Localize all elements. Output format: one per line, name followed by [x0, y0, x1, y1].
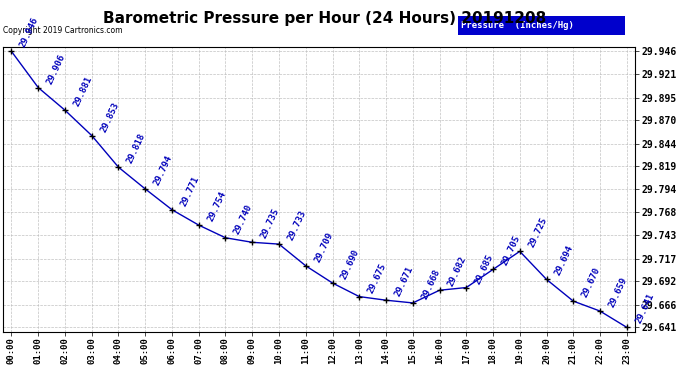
- FancyBboxPatch shape: [458, 15, 625, 36]
- Text: 29.946: 29.946: [19, 16, 40, 49]
- Text: 29.725: 29.725: [526, 216, 549, 249]
- Text: 29.709: 29.709: [313, 231, 335, 264]
- Text: 29.670: 29.670: [580, 266, 602, 299]
- Text: 29.659: 29.659: [607, 276, 629, 309]
- Text: 29.675: 29.675: [366, 261, 388, 294]
- Text: 29.641: 29.641: [633, 292, 656, 325]
- Text: 29.794: 29.794: [152, 154, 174, 187]
- Text: Copyright 2019 Cartronics.com: Copyright 2019 Cartronics.com: [3, 27, 123, 36]
- Text: 29.671: 29.671: [393, 265, 415, 298]
- Text: 29.853: 29.853: [99, 100, 121, 134]
- Text: 29.740: 29.740: [233, 202, 254, 236]
- Text: 29.694: 29.694: [553, 244, 575, 277]
- Text: 29.754: 29.754: [206, 190, 228, 223]
- Text: Barometric Pressure per Hour (24 Hours) 20191208: Barometric Pressure per Hour (24 Hours) …: [103, 11, 546, 26]
- Text: 29.771: 29.771: [179, 174, 201, 208]
- Text: 29.705: 29.705: [500, 234, 522, 267]
- Text: 29.818: 29.818: [126, 132, 147, 165]
- Text: 29.685: 29.685: [473, 252, 495, 285]
- Text: 29.668: 29.668: [420, 268, 442, 301]
- Text: 29.881: 29.881: [72, 75, 94, 108]
- Text: 29.735: 29.735: [259, 207, 281, 240]
- Text: Pressure  (Inches/Hg): Pressure (Inches/Hg): [461, 21, 574, 30]
- Text: 29.733: 29.733: [286, 209, 308, 242]
- Text: 29.906: 29.906: [45, 53, 67, 86]
- Text: 29.682: 29.682: [446, 255, 469, 288]
- Text: 29.690: 29.690: [339, 248, 362, 281]
